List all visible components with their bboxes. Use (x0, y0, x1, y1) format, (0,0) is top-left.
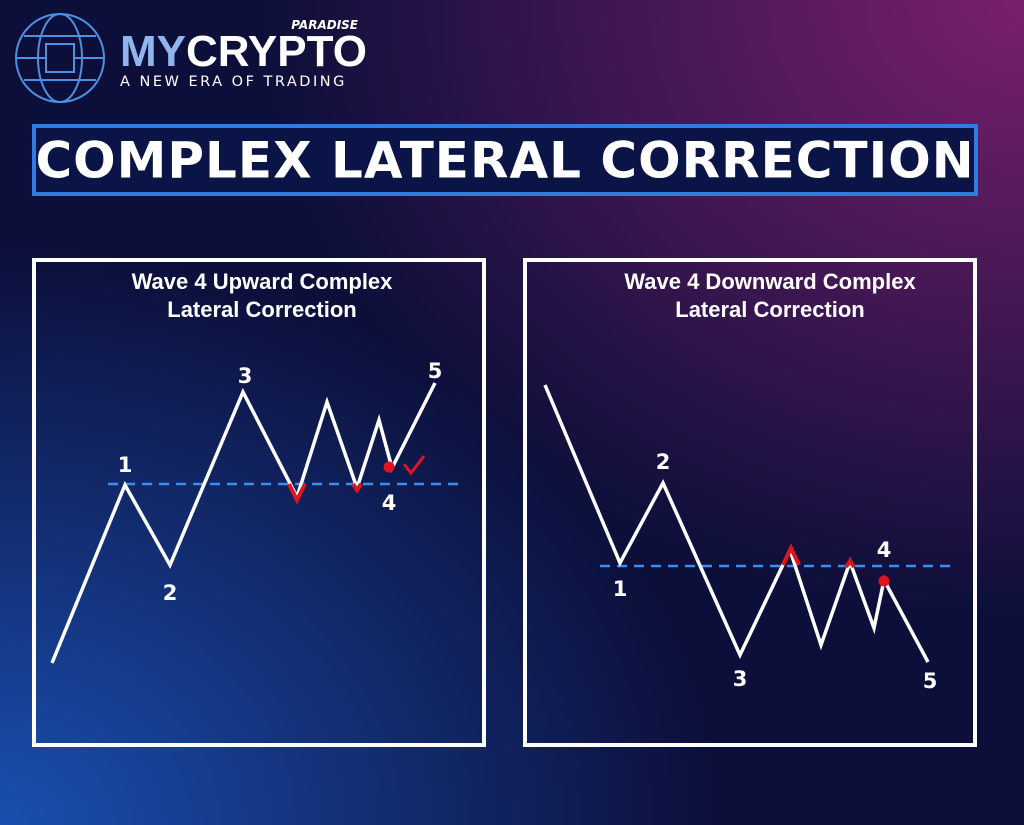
red-mark (781, 543, 801, 566)
brand-tagline: A NEW ERA OF TRADING (120, 74, 347, 90)
wave-label: 2 (656, 450, 671, 474)
red-mark (844, 557, 856, 569)
panel (32, 258, 486, 747)
wave-label: 1 (118, 453, 133, 477)
red-mark (287, 483, 307, 505)
wave-label: 2 (163, 581, 178, 605)
wave-label: 3 (238, 364, 253, 388)
panel-title: Lateral Correction (167, 297, 357, 322)
panel (523, 258, 977, 747)
wave-line (50, 382, 437, 664)
wave-label: 4 (877, 538, 892, 562)
brand-name-main: CRYPTO (186, 27, 367, 76)
red-dot (878, 575, 890, 587)
panel-title: Wave 4 Upward Complex (132, 269, 394, 294)
wave-label: 3 (733, 667, 748, 691)
wave-label: 4 (382, 491, 397, 515)
panel-title: Lateral Correction (675, 297, 865, 322)
title: COMPLEX LATERAL CORRECTION (35, 132, 974, 190)
title-box (32, 124, 978, 196)
brand-tag: PARADISE (291, 18, 359, 32)
wave-label: 5 (923, 669, 938, 693)
check-mark (402, 455, 426, 476)
wave-label: 5 (428, 359, 443, 383)
panel-title: Wave 4 Downward Complex (624, 269, 916, 294)
red-dot (383, 461, 395, 473)
wave-label: 1 (613, 577, 628, 601)
brand-prefix: MY (120, 27, 186, 76)
red-mark (351, 482, 363, 494)
wave-line (543, 384, 930, 663)
brand-name: MYCRYPTO (120, 27, 367, 76)
logo (15, 13, 105, 103)
